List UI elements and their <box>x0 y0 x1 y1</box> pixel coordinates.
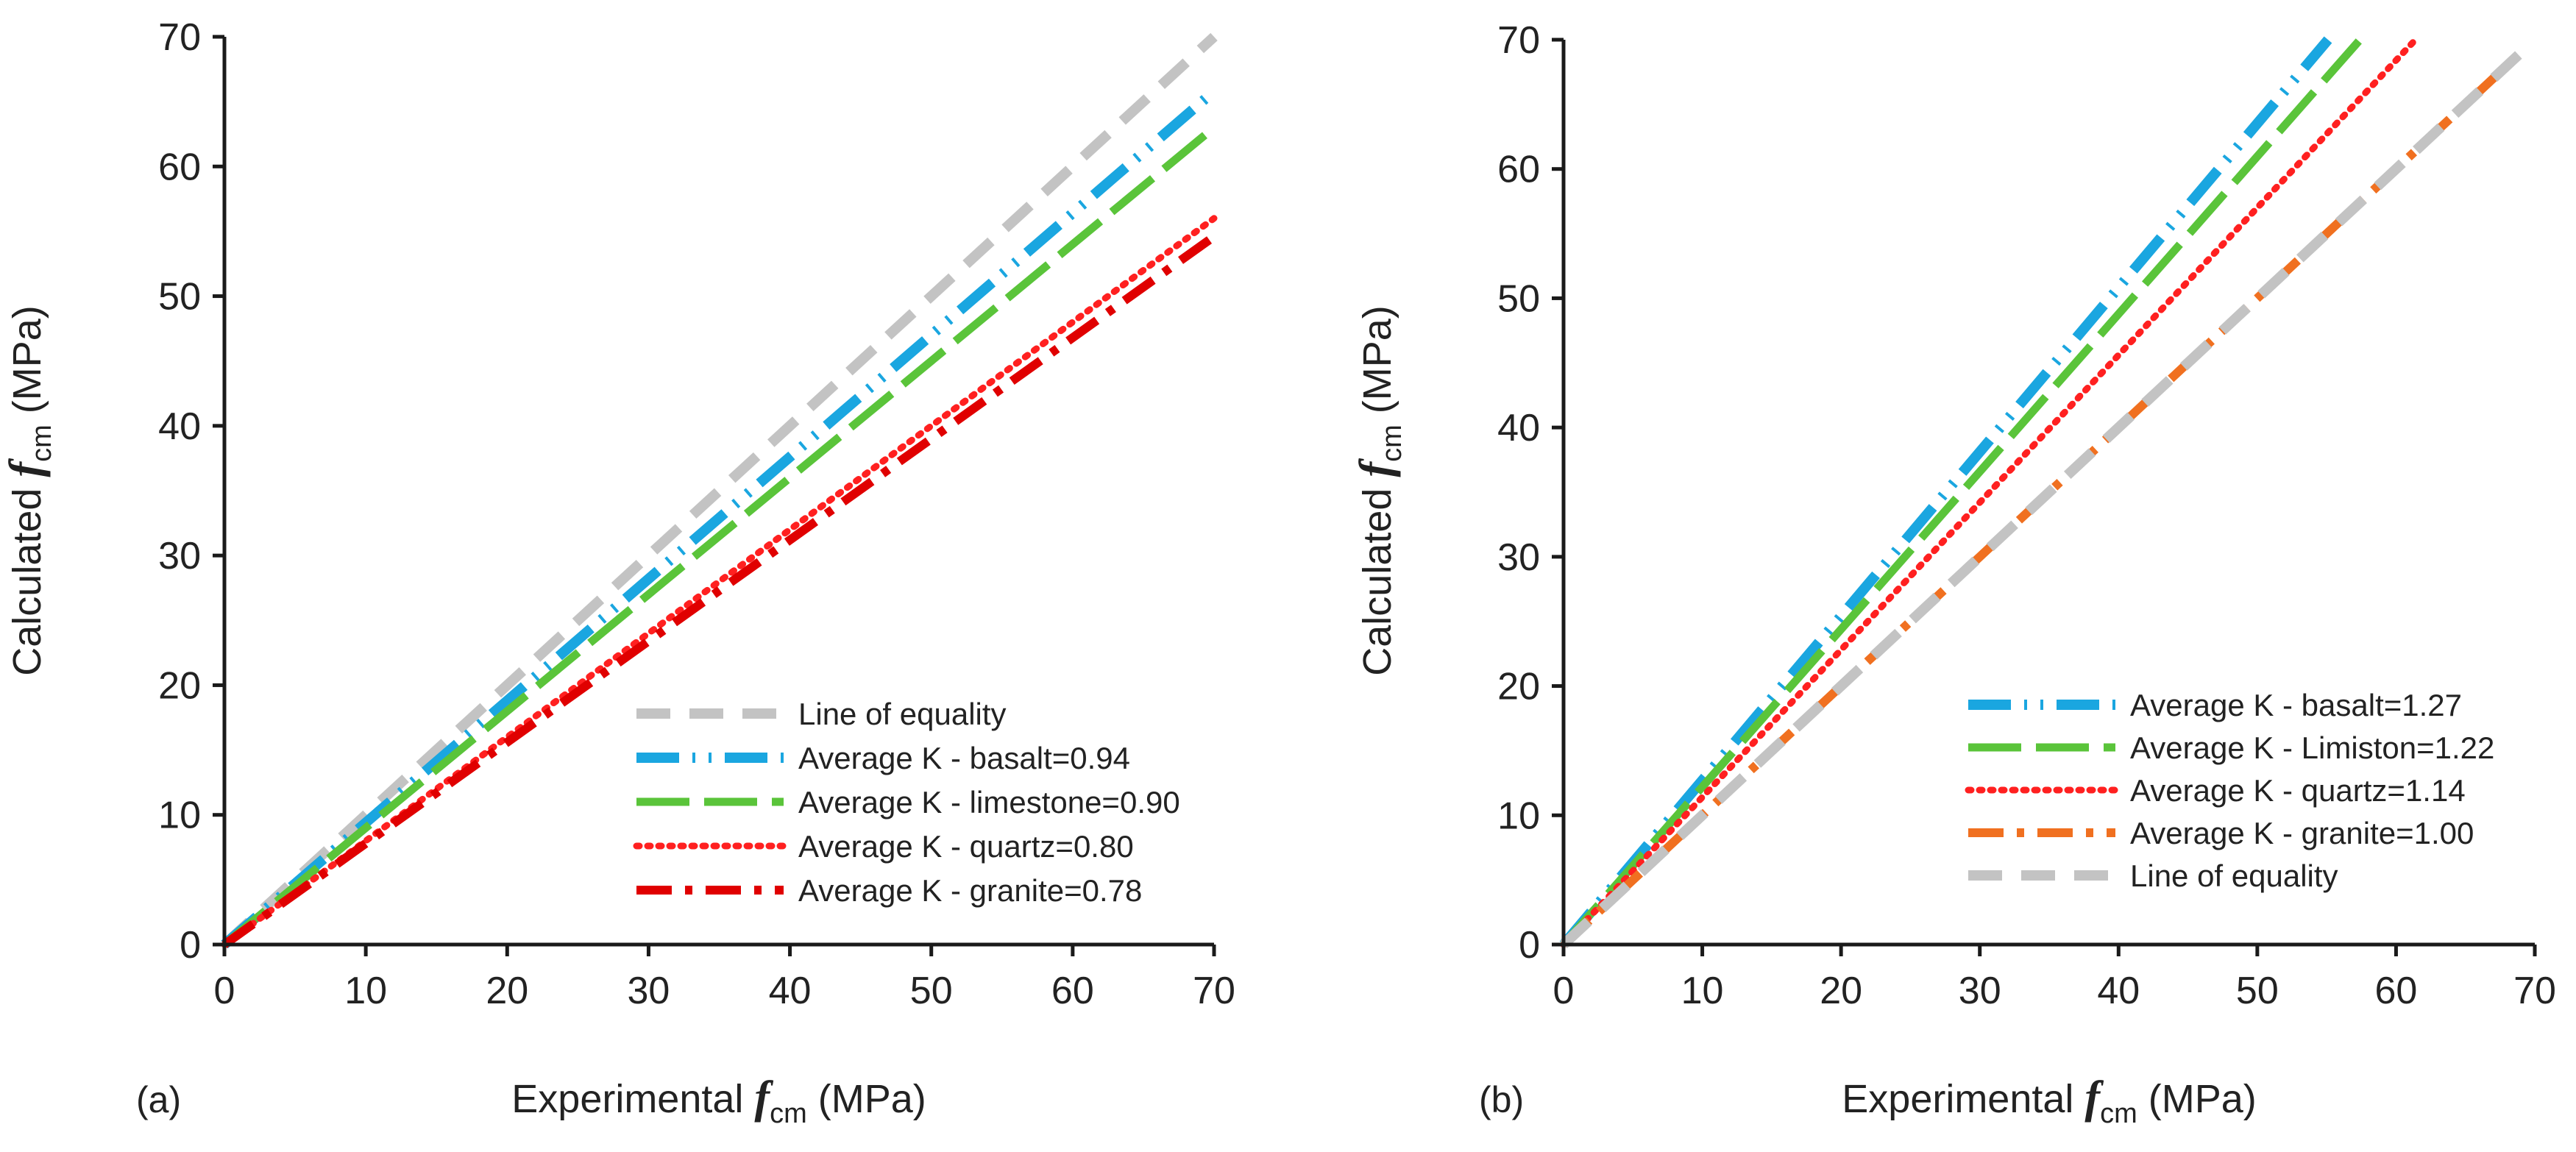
y-tick-label: 50 <box>1497 277 1540 320</box>
chart-panel-b: 0 10 20 30 40 50 60 70 0 10 20 30 40 50 60 70 Average K … <box>1351 19 2556 1129</box>
x-tick-label: 50 <box>2236 970 2279 1012</box>
x-tick-label: 40 <box>2097 970 2140 1012</box>
legend-entry-label: Average K - basalt=1.27 <box>2130 688 2462 722</box>
x-tick-label: 20 <box>1820 970 1862 1012</box>
x-tick-label: 0 <box>1553 970 1575 1012</box>
axis-label-subscript: cm <box>1377 424 1408 462</box>
legend-entry-label: Average K - quartz=0.80 <box>798 829 1134 864</box>
legend-entry-label: Average K - granite=1.00 <box>2130 816 2474 850</box>
y-tick-label: 60 <box>1497 149 1540 191</box>
series-line-2 <box>1560 36 2419 948</box>
x-tick-label: 60 <box>1051 970 1094 1012</box>
legend-entry-label: Average K - granite=0.78 <box>798 873 1142 908</box>
x-tick-label: 30 <box>1959 970 2001 1012</box>
axis-label-unit: (MPa) <box>2137 1077 2257 1121</box>
axis-label-unit: (MPa) <box>1355 305 1399 424</box>
y-tick-label: 30 <box>158 535 201 577</box>
y-tick-label: 40 <box>1497 407 1540 449</box>
panel-label: (b) <box>1479 1079 1524 1120</box>
series-line-3 <box>221 215 1218 948</box>
y-axis-label: Calculated fcm (MPa) <box>1 305 57 675</box>
series-line-1 <box>221 87 1218 949</box>
axis-label-prefix: Calculated <box>5 477 49 676</box>
x-tick-label: 0 <box>214 970 235 1012</box>
x-tick-label: 70 <box>2513 970 2556 1012</box>
series-line-0 <box>221 32 1218 949</box>
series-line-4 <box>1560 49 2524 949</box>
x-tick-label: 10 <box>1681 970 1724 1012</box>
series-line-1 <box>1560 37 2363 947</box>
legend-entry-label: Average K - Limiston=1.22 <box>2130 730 2494 765</box>
x-axis-label: Experimental fcm (MPa) <box>511 1073 926 1129</box>
x-axis-label: Experimental fcm (MPa) <box>1842 1073 2256 1129</box>
y-tick-label: 40 <box>158 405 201 448</box>
x-tick-label: 20 <box>486 970 528 1012</box>
x-tick-label: 30 <box>628 970 670 1012</box>
y-tick-label: 20 <box>1497 666 1540 708</box>
axis-label-subscript: cm <box>26 424 57 462</box>
y-tick-label: 70 <box>158 16 201 59</box>
y-tick-label: 10 <box>1497 794 1540 837</box>
y-tick-label: 20 <box>158 664 201 707</box>
legend-entry-label: Line of equality <box>2130 858 2338 893</box>
x-tick-label: 50 <box>910 970 953 1012</box>
axis-label-prefix: Calculated <box>1355 477 1399 676</box>
x-tick-label: 10 <box>344 970 387 1012</box>
legend-entry-label: Average K - quartz=1.14 <box>2130 773 2466 808</box>
panel-label: (a) <box>136 1079 181 1120</box>
y-tick-label: 0 <box>1519 924 1540 967</box>
axis-label-prefix: Experimental <box>1842 1077 2084 1121</box>
y-tick-label: 0 <box>180 924 201 967</box>
y-tick-label: 50 <box>158 276 201 319</box>
legend: Average K - basalt=1.27 Average K - Limis… <box>1965 688 2494 893</box>
y-tick-label: 30 <box>1497 536 1540 579</box>
legend-entry-label: Average K - basalt=0.94 <box>798 741 1130 775</box>
y-tick-label: 60 <box>158 146 201 188</box>
axis-label-unit: (MPa) <box>5 305 49 424</box>
series-line-0 <box>1559 36 2332 948</box>
legend: Line of equality Average K - basalt=0.94 A… <box>633 697 1180 908</box>
x-tick-label: 60 <box>2375 970 2418 1012</box>
series-line-2 <box>221 124 1217 948</box>
y-tick-label: 10 <box>158 794 201 837</box>
x-tick-label: 40 <box>769 970 812 1012</box>
y-axis-label: Calculated fcm (MPa) <box>1351 305 1408 675</box>
x-tick-label: 70 <box>1193 970 1235 1012</box>
series-line-4 <box>221 232 1217 948</box>
y-tick-label: 70 <box>1497 19 1540 62</box>
axis-label-prefix: Experimental <box>511 1077 754 1121</box>
axis-label-unit: (MPa) <box>807 1077 926 1121</box>
axis-label-subscript: cm <box>2100 1098 2137 1129</box>
legend-entry-label: Line of equality <box>798 697 1007 731</box>
legend-entry-label: Average K - limestone=0.90 <box>798 785 1180 819</box>
axis-label-subscript: cm <box>770 1098 807 1129</box>
chart-panel-a: 0 10 20 30 40 50 60 70 0 10 20 30 40 50 60 70 Line of eq… <box>1 16 1235 1129</box>
